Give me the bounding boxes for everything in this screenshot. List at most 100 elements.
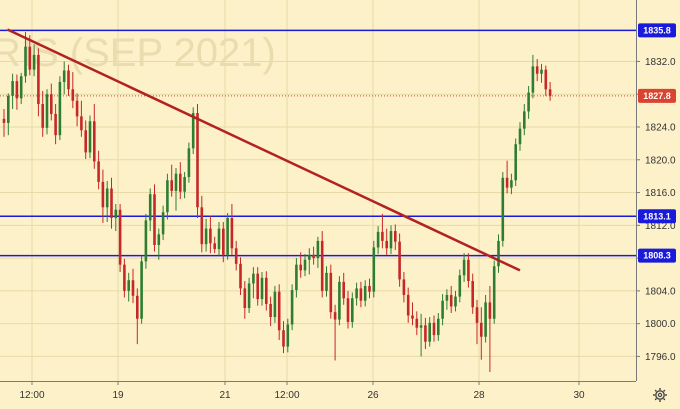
candle — [54, 104, 57, 145]
candle-body — [548, 89, 552, 96]
candle-body — [445, 294, 449, 301]
candle-body — [531, 66, 535, 93]
candle — [213, 236, 216, 254]
candle-body — [540, 69, 543, 74]
candle — [105, 181, 109, 223]
candle-body — [15, 81, 19, 99]
candle-body — [114, 209, 118, 218]
candle-body — [286, 324, 290, 347]
candle-body — [144, 220, 148, 262]
candle — [256, 267, 259, 306]
candle — [471, 273, 474, 314]
price-axis[interactable] — [636, 0, 680, 381]
candle — [226, 213, 229, 260]
candle — [15, 74, 19, 110]
candle-body — [338, 281, 341, 320]
trendline[interactable] — [6, 28, 521, 272]
candle — [475, 299, 479, 345]
candle — [303, 254, 307, 277]
candle — [45, 89, 49, 135]
candle-body — [166, 180, 169, 213]
candle — [449, 285, 453, 313]
x-tick-label: 30 — [573, 390, 585, 401]
candle-body — [488, 302, 492, 319]
candle-body — [273, 291, 277, 318]
candle-body — [88, 121, 92, 153]
settings-icon[interactable] — [653, 388, 667, 402]
candle — [217, 222, 221, 256]
candle — [123, 258, 126, 298]
candle — [84, 120, 87, 159]
candle-body — [58, 81, 62, 136]
time-axis[interactable] — [0, 381, 636, 409]
candle — [419, 313, 423, 357]
candle — [71, 72, 75, 109]
candle-body — [368, 285, 371, 292]
candle — [41, 90, 44, 137]
candle — [187, 142, 191, 183]
x-tick-label: 26 — [367, 390, 379, 401]
candle-body — [11, 81, 14, 96]
candle-body — [505, 177, 509, 188]
candle — [467, 253, 470, 288]
candle-body — [127, 280, 130, 291]
candle — [191, 107, 195, 155]
candle — [183, 172, 186, 199]
candle — [510, 173, 513, 195]
candle-body — [381, 231, 384, 241]
candle-body — [101, 181, 105, 208]
candle-body — [45, 94, 49, 128]
candle — [437, 312, 440, 341]
candle-body — [480, 322, 483, 337]
candle-body — [277, 291, 281, 331]
candle-body — [191, 113, 195, 149]
watermark: RIS (SEP 2021) — [0, 31, 276, 75]
candle — [161, 205, 165, 241]
level-badge-bg — [638, 23, 676, 38]
candle-body — [316, 240, 320, 259]
candle — [406, 287, 410, 323]
candle-body — [462, 259, 466, 276]
candle — [11, 73, 14, 109]
candle-body — [428, 322, 431, 342]
candle-body — [200, 207, 204, 245]
candle-body — [41, 104, 44, 128]
candle — [359, 281, 363, 308]
candle — [325, 266, 328, 297]
candle-body — [37, 54, 40, 105]
level-badge: 1827.8 — [638, 88, 676, 103]
candle — [273, 285, 277, 323]
candle-body — [514, 144, 517, 181]
candle — [131, 268, 135, 304]
candle — [118, 204, 122, 273]
candle-body — [355, 288, 358, 299]
candle — [93, 104, 96, 169]
candle-body — [432, 322, 436, 336]
candle-body — [110, 188, 113, 218]
candle-body — [544, 69, 548, 90]
candle-body — [359, 288, 363, 301]
candle — [320, 231, 324, 298]
candle — [505, 160, 509, 194]
candle-body — [535, 66, 539, 74]
candle — [514, 138, 517, 186]
candle — [432, 315, 436, 342]
candle — [411, 302, 414, 326]
candle — [32, 44, 36, 77]
grid — [0, 0, 636, 381]
candle-body — [209, 228, 212, 244]
candle — [50, 83, 53, 121]
level-badge-label: 1808.3 — [643, 251, 671, 261]
candle — [2, 108, 6, 137]
candle-body — [2, 118, 6, 123]
candle — [170, 164, 173, 197]
candle — [385, 228, 388, 255]
candle-body — [402, 279, 406, 295]
candle-body — [260, 277, 264, 300]
candle — [230, 204, 234, 255]
candle — [37, 48, 40, 117]
candle — [166, 173, 169, 220]
candle-body — [471, 281, 474, 308]
candle-body — [406, 294, 410, 316]
level-labels: 1835.8 1813.1 1808.3 1827.8 — [638, 23, 676, 263]
